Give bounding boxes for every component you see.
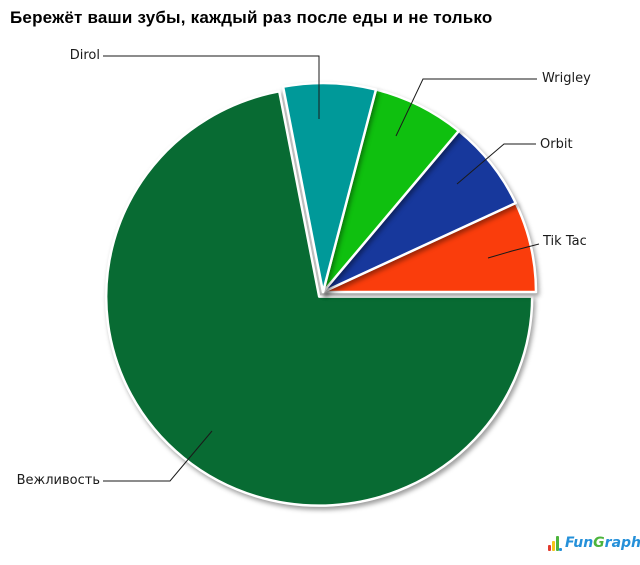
label-dirol: Dirol	[69, 48, 100, 63]
tik-tac-callout-line	[487, 243, 540, 259]
dirol-callout-line	[103, 55, 320, 119]
logo-text-g: G	[593, 535, 605, 551]
orbit-callout-line	[456, 143, 536, 185]
label-tik-tac: Tik Tac	[543, 234, 587, 249]
fungraph-logo: FunGraph	[548, 534, 640, 552]
label-vezhlivost: Вежливость	[16, 473, 100, 488]
vezhlivost-callout-line	[103, 430, 213, 482]
fungraph-bars-icon	[548, 536, 562, 551]
pie-slices-group	[104, 81, 538, 507]
chart-title: Бережёт ваши зубы, каждый раз после еды …	[10, 8, 493, 27]
logo-text-fun: Fun	[565, 535, 594, 551]
label-orbit: Orbit	[540, 137, 573, 152]
logo-text-raph: raph	[604, 535, 640, 551]
wrigley-callout-line	[395, 78, 537, 137]
pie-slice-vezhlivost	[104, 90, 534, 507]
fungraph-wordmark: FunGraph	[565, 534, 640, 552]
label-wrigley: Wrigley	[542, 71, 591, 86]
pie-slice-dirol	[281, 81, 378, 294]
callout-lines-group	[103, 55, 540, 482]
